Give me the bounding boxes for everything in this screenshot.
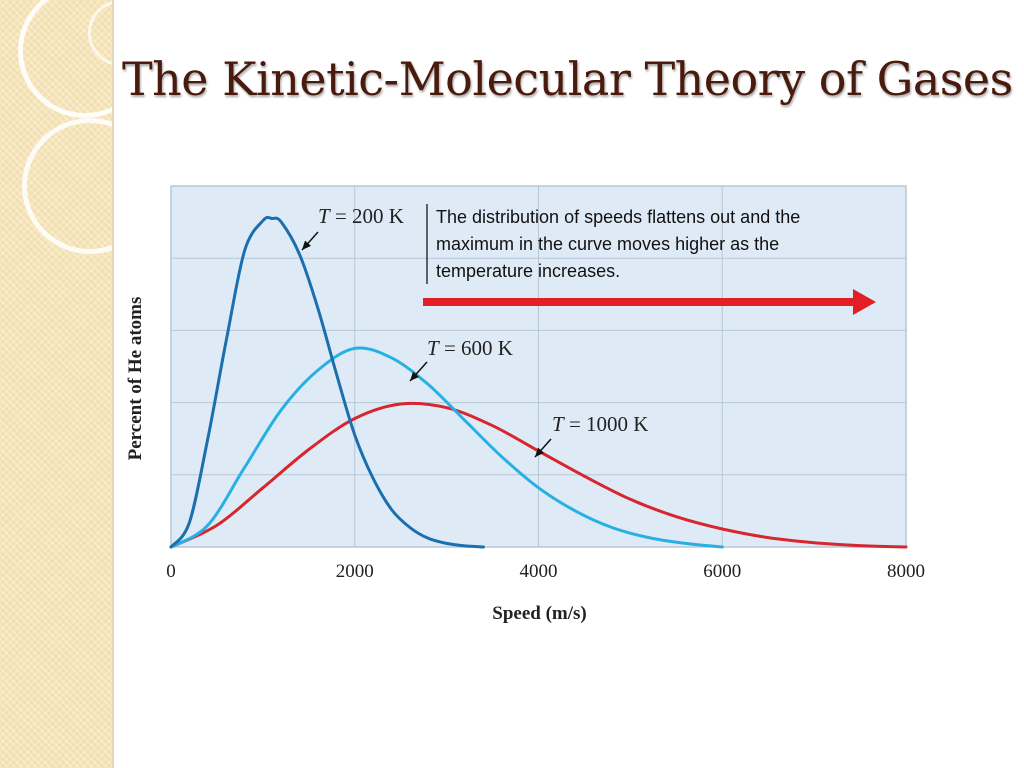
trend-arrow: [423, 289, 876, 315]
y-axis-title: Percent of He atoms: [125, 297, 146, 461]
label-layer: T = 200 KT = 600 KT = 1000 K: [301, 204, 648, 458]
curve-label-value: = 1000 K: [564, 412, 649, 436]
x-tick-label: 6000: [703, 561, 741, 582]
x-axis-title: Speed (m/s): [492, 603, 586, 624]
trend-arrow-shaft: [423, 298, 855, 306]
curve-label-variable: T: [427, 336, 440, 360]
curve-200k: [169, 215, 485, 549]
annotation-line: The distribution of speeds flattens out …: [436, 207, 800, 227]
label-pointer-head: [302, 240, 311, 250]
label-600k: T = 600 K: [427, 336, 513, 360]
curve-label-variable: T: [552, 412, 565, 436]
label-1000k: T = 1000 K: [552, 412, 648, 436]
slide-title: The Kinetic-Molecular Theory of Gases: [122, 52, 1013, 106]
x-tick-label: 8000: [887, 561, 925, 582]
decorative-side-strip: [0, 0, 112, 768]
annotation-line: maximum in the curve moves higher as the: [436, 234, 779, 254]
curve-label-variable: T: [318, 204, 331, 228]
label-pointer-head: [410, 371, 419, 381]
label-200k: T = 200 K: [318, 204, 404, 228]
curve-label-value: = 200 K: [330, 204, 404, 228]
x-tick-label: 0: [166, 561, 176, 582]
curve-label-value: = 600 K: [439, 336, 513, 360]
side-strip-border: [112, 0, 114, 768]
x-tick-label: 2000: [336, 561, 374, 582]
annotation-line: temperature increases.: [436, 261, 620, 281]
x-tick-labels: 0 2000 4000 6000 8000: [166, 561, 925, 582]
label-pointer-head: [535, 447, 544, 457]
x-tick-label: 4000: [520, 561, 558, 582]
curve-600k: [169, 346, 724, 549]
trend-arrow-head: [853, 289, 876, 315]
